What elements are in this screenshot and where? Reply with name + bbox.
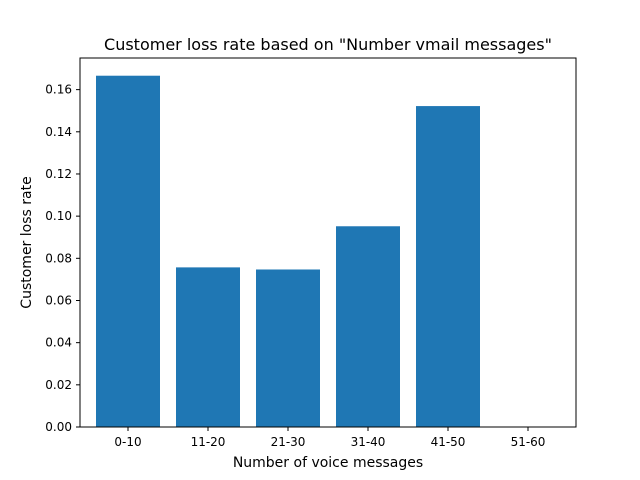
- y-tick-label: 0.02: [45, 378, 72, 392]
- y-axis-label: Customer loss rate: [19, 176, 35, 308]
- y-tick-label: 0.12: [45, 167, 72, 181]
- y-tick-label: 0.10: [45, 209, 72, 223]
- bar-41-50: [416, 106, 480, 427]
- bars-layer: [96, 75, 480, 427]
- x-axis-label: Number of voice messages: [233, 455, 423, 471]
- y-tick-label: 0.00: [45, 420, 72, 434]
- y-axis-ticks: 0.00 0.02 0.04 0.06 0.08 0.10 0.12 0.14 0.16: [45, 83, 80, 434]
- bar-21-30: [256, 269, 320, 427]
- y-tick-label: 0.08: [45, 251, 72, 265]
- y-tick-label: 0.14: [45, 125, 72, 139]
- plot-area-frame: [79, 57, 577, 428]
- x-tick-label: 11-20: [191, 435, 226, 449]
- x-tick-label: 0-10: [114, 435, 141, 449]
- bar-31-40: [336, 226, 400, 427]
- y-tick-label: 0.16: [45, 83, 72, 97]
- x-axis-ticks: 0-10 11-20 21-30 31-40 41-50 51-60: [114, 427, 545, 449]
- x-tick-label: 31-40: [351, 435, 386, 449]
- y-tick-label: 0.06: [45, 293, 72, 307]
- y-tick-label: 0.04: [45, 336, 72, 350]
- x-tick-label: 21-30: [271, 435, 306, 449]
- chart-title: Customer loss rate based on "Number vmai…: [104, 35, 552, 54]
- bar-0-10: [96, 75, 160, 427]
- bar-11-20: [176, 267, 240, 427]
- x-tick-label: 41-50: [431, 435, 466, 449]
- x-tick-label: 51-60: [511, 435, 546, 449]
